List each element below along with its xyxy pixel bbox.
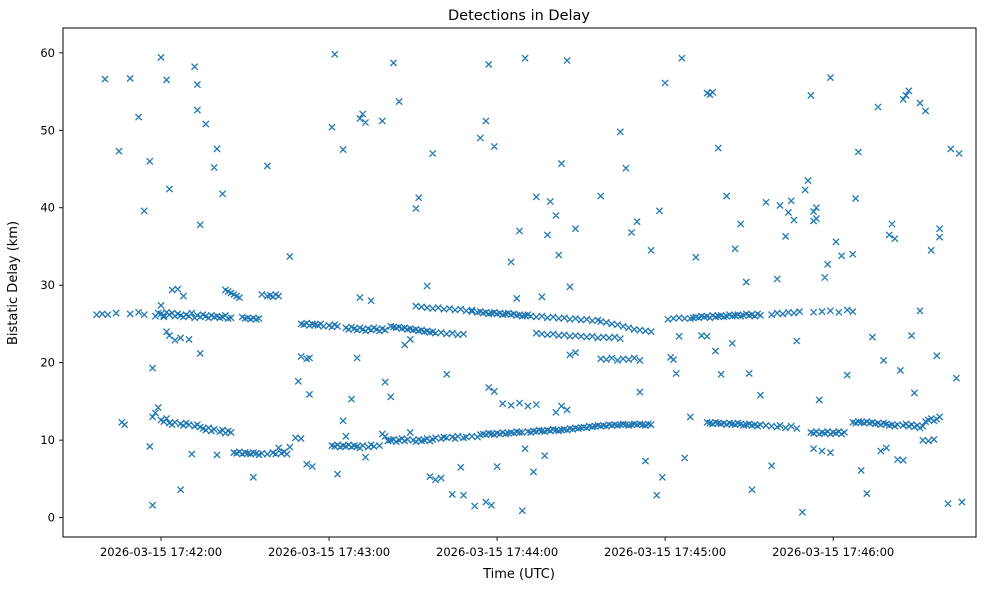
y-tick-label: 60 <box>40 46 55 60</box>
x-axis-ticks: 2026-03-15 17:42:00 2026-03-15 17:43:00 20… <box>100 537 894 559</box>
y-axis-label: Bistatic Delay (km) <box>6 221 21 345</box>
y-tick-label: 50 <box>40 123 55 137</box>
plot-area <box>63 28 976 537</box>
x-tick-label: 2026-03-15 17:44:00 <box>436 545 558 559</box>
x-tick-label: 2026-03-15 17:46:00 <box>772 545 894 559</box>
x-tick-label: 2026-03-15 17:42:00 <box>100 545 222 559</box>
x-axis-label: Time (UTC) <box>482 567 555 582</box>
y-tick-label: 10 <box>40 433 55 447</box>
axes-spines <box>62 27 977 538</box>
x-markers <box>93 50 966 516</box>
y-tick-label: 0 <box>48 511 55 525</box>
x-tick-label: 2026-03-15 17:45:00 <box>604 545 726 559</box>
chart-title: Detections in Delay <box>448 8 590 24</box>
x-tick-label: 2026-03-15 17:43:00 <box>268 545 390 559</box>
y-tick-label: 30 <box>40 278 55 292</box>
y-tick-label: 40 <box>40 201 55 215</box>
y-tick-label: 20 <box>40 356 55 370</box>
y-axis-ticks: 0 10 20 30 40 50 60 <box>40 46 63 525</box>
scatter-points <box>93 50 966 516</box>
